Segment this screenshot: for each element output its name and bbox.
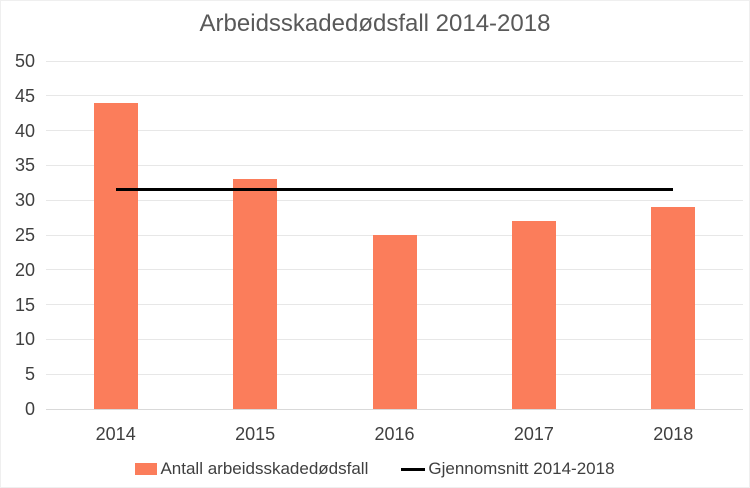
bar-2017 xyxy=(511,221,556,409)
x-tick-label-2016: 2016 xyxy=(374,424,415,444)
legend-item-bars: Antall arbeidsskadedødsfall xyxy=(135,459,368,479)
y-tick-label-0: 0 xyxy=(24,399,35,419)
y-tick-label-25: 25 xyxy=(14,225,35,245)
x-tick-label-2018: 2018 xyxy=(653,424,694,444)
bar-2016 xyxy=(372,235,417,409)
y-tick-label-50: 50 xyxy=(14,51,35,71)
bar-series-swatch-icon xyxy=(135,463,158,475)
gridline-40 xyxy=(46,130,743,132)
bar-2014 xyxy=(93,102,138,409)
y-tick-label-5: 5 xyxy=(24,364,35,385)
x-tick-label-2017: 2017 xyxy=(513,424,554,444)
average-line-marker-icon xyxy=(401,467,426,471)
y-tick-label-20: 20 xyxy=(14,259,35,280)
y-tick-label-10: 10 xyxy=(14,329,35,350)
legend-item-average: Gjennomsnitt 2014-2018 xyxy=(401,459,615,479)
x-tick-label-2014: 2014 xyxy=(95,424,136,444)
gridline-45 xyxy=(46,95,743,97)
y-tick-label-40: 40 xyxy=(14,120,35,141)
y-tick-label-45: 45 xyxy=(14,85,35,106)
x-tick-label-2015: 2015 xyxy=(235,424,276,444)
chart-title: Arbeidsskadedødsfall 2014-2018 xyxy=(199,10,551,37)
gridline-30 xyxy=(46,199,743,201)
legend-label-bars: Antall arbeidsskadedødsfall xyxy=(160,459,369,478)
x-axis-line xyxy=(46,408,743,410)
legend-label-average: Gjennomsnitt 2014-2018 xyxy=(428,459,615,478)
bar-2015 xyxy=(233,179,278,409)
y-tick-label-30: 30 xyxy=(14,190,35,211)
gridline-50 xyxy=(46,60,743,62)
y-tick-label-15: 15 xyxy=(14,294,35,315)
bar-2018 xyxy=(651,207,696,409)
y-tick-label-35: 35 xyxy=(14,155,35,176)
legend: Antall arbeidsskadedødsfall Gjennomsnitt… xyxy=(1,459,749,479)
gridline-35 xyxy=(46,164,743,166)
average-line xyxy=(115,187,674,191)
plot-area xyxy=(46,60,743,410)
